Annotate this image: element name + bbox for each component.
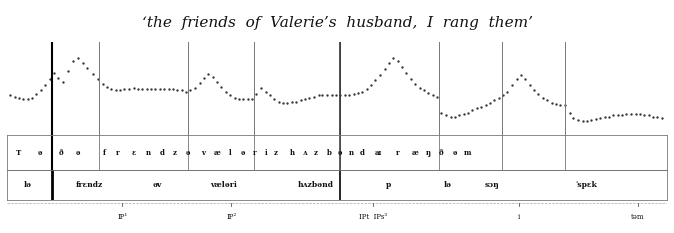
Text: IPt  IPs³: IPt IPs³ (359, 213, 388, 221)
Text: aɪ: aɪ (374, 149, 381, 157)
Text: əv: əv (152, 181, 162, 189)
Text: təm: təm (631, 213, 644, 221)
Text: frɛndz: frɛndz (75, 181, 103, 189)
Text: IP²: IP² (226, 213, 237, 221)
Text: m: m (464, 149, 472, 157)
Text: ð: ð (439, 149, 443, 157)
Text: hʌzbənd: hʌzbənd (298, 181, 334, 189)
Text: r: r (396, 149, 400, 157)
Text: r: r (253, 149, 256, 157)
Text: z: z (173, 149, 177, 157)
Text: n: n (146, 149, 151, 157)
Text: ə: ə (38, 149, 42, 157)
Text: IP¹: IP¹ (117, 213, 127, 221)
Text: b: b (327, 149, 332, 157)
Text: z: z (314, 149, 318, 157)
Text: ‘the  friends  of  Valerie’s  husband,  I  rang  them’: ‘the friends of Valerie’s husband, I ran… (142, 16, 532, 30)
Text: d: d (360, 149, 365, 157)
Text: lə: lə (24, 181, 32, 189)
Text: ə: ə (241, 149, 245, 157)
Text: r: r (116, 149, 119, 157)
Text: lə: lə (444, 181, 452, 189)
Text: p: p (386, 181, 391, 189)
Text: d: d (160, 149, 164, 157)
Text: n: n (349, 149, 354, 157)
Text: ʌ: ʌ (303, 149, 307, 157)
Text: ə: ə (76, 149, 80, 157)
Text: h: h (290, 149, 295, 157)
Text: l: l (228, 149, 231, 157)
Text: væləri: væləri (210, 181, 237, 189)
Text: i: i (518, 213, 520, 221)
Text: ə: ə (186, 149, 191, 157)
Text: T: T (16, 149, 22, 157)
Text: ə: ə (338, 149, 342, 157)
Text: æ: æ (214, 149, 220, 157)
Text: i: i (264, 149, 267, 157)
Text: f: f (103, 149, 106, 157)
Text: z: z (274, 149, 278, 157)
Text: ð: ð (59, 149, 63, 157)
Text: sɔŋ: sɔŋ (485, 181, 499, 189)
Text: ŋ: ŋ (426, 149, 431, 157)
Text: ɛ: ɛ (131, 149, 135, 157)
Text: æ: æ (412, 149, 419, 157)
Text: ə: ə (452, 149, 457, 157)
Text: ˈspɛk: ˈspɛk (576, 181, 598, 189)
Text: v: v (202, 149, 206, 157)
